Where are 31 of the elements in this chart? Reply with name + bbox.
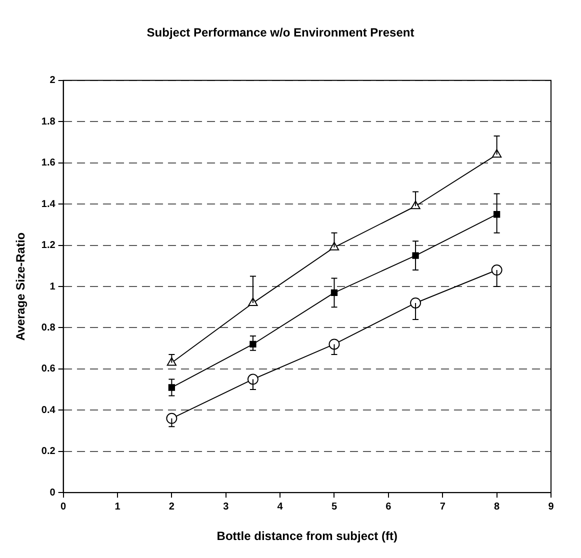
- y-tick-label: 0.2: [41, 446, 56, 458]
- x-tick-label: 4: [277, 501, 284, 512]
- y-tick-label: 1: [50, 281, 56, 292]
- y-axis-title: Average Size-Ratio: [14, 232, 28, 341]
- point: [410, 297, 422, 308]
- chart-title: Subject Performance w/o Environment Present: [146, 26, 414, 40]
- y-tick-label: 0: [50, 487, 56, 498]
- x-axis-title: Bottle distance from subject (ft): [216, 529, 398, 544]
- y-tick-label: 1.8: [41, 116, 56, 128]
- y-tick-label: 1.2: [41, 240, 56, 252]
- x-tick-label: 8: [494, 501, 500, 512]
- x-tick-label: 5: [331, 501, 338, 512]
- point: [166, 412, 178, 424]
- x-tick-label: 9: [548, 501, 554, 512]
- x-tick-label: 2: [168, 501, 175, 512]
- x-tick-label: 6: [386, 501, 392, 512]
- point: [491, 264, 502, 276]
- point: [412, 252, 419, 259]
- point: [250, 340, 256, 348]
- y-tick-label: 1.4: [41, 198, 56, 210]
- point: [247, 374, 258, 385]
- y-tick-label: 1.6: [41, 158, 56, 169]
- y-tick-label: 0.4: [41, 404, 56, 416]
- x-tick-label: 1: [114, 501, 121, 512]
- y-tick-label: 0.8: [41, 322, 56, 334]
- x-tick-label: 3: [223, 501, 230, 512]
- point: [328, 338, 340, 350]
- y-tick-label: 2: [50, 75, 56, 86]
- x-tick-label: 7: [440, 501, 446, 512]
- x-tick-label: 0: [60, 501, 67, 512]
- y-tick-label: 0.6: [41, 364, 56, 375]
